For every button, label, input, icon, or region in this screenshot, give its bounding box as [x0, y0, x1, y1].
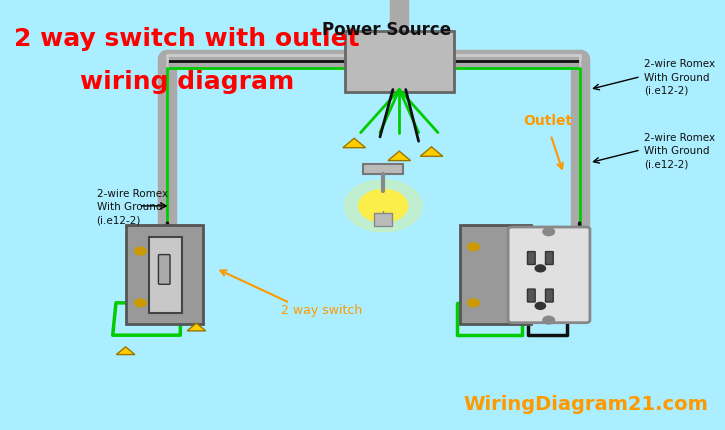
- Text: WiringDiagram21.com: WiringDiagram21.com: [463, 394, 708, 413]
- Circle shape: [135, 299, 146, 307]
- Circle shape: [543, 316, 555, 324]
- Polygon shape: [187, 323, 206, 331]
- FancyBboxPatch shape: [159, 255, 170, 285]
- FancyBboxPatch shape: [125, 226, 203, 325]
- Circle shape: [543, 228, 555, 236]
- Circle shape: [344, 181, 422, 232]
- FancyBboxPatch shape: [508, 227, 590, 323]
- Polygon shape: [343, 139, 365, 148]
- FancyBboxPatch shape: [149, 237, 182, 313]
- Circle shape: [535, 303, 545, 310]
- Text: 2-wire Romex
With Ground
(i.e12-2): 2-wire Romex With Ground (i.e12-2): [644, 132, 715, 169]
- Text: 2 way switch: 2 way switch: [281, 303, 362, 316]
- FancyBboxPatch shape: [528, 252, 535, 265]
- Text: Outlet: Outlet: [523, 114, 572, 127]
- Polygon shape: [420, 147, 443, 157]
- Circle shape: [468, 243, 479, 251]
- Circle shape: [135, 248, 146, 255]
- FancyBboxPatch shape: [528, 289, 535, 302]
- Circle shape: [468, 299, 479, 307]
- FancyBboxPatch shape: [545, 252, 553, 265]
- Polygon shape: [388, 152, 410, 161]
- Text: 2-wire Romex
With Ground
(i.e12-2): 2-wire Romex With Ground (i.e12-2): [644, 59, 715, 95]
- FancyBboxPatch shape: [363, 164, 403, 175]
- FancyBboxPatch shape: [344, 32, 454, 92]
- Polygon shape: [116, 347, 135, 355]
- Text: 2-wire Romex
With Ground
(i.e12-2): 2-wire Romex With Ground (i.e12-2): [96, 188, 167, 224]
- Circle shape: [535, 265, 545, 272]
- FancyBboxPatch shape: [545, 289, 553, 302]
- FancyBboxPatch shape: [460, 226, 531, 325]
- Circle shape: [359, 190, 407, 223]
- Text: 2 way switch with outlet: 2 way switch with outlet: [14, 27, 360, 51]
- FancyBboxPatch shape: [374, 213, 392, 226]
- Text: Power Source: Power Source: [322, 21, 451, 39]
- Text: wiring diagram: wiring diagram: [80, 70, 294, 94]
